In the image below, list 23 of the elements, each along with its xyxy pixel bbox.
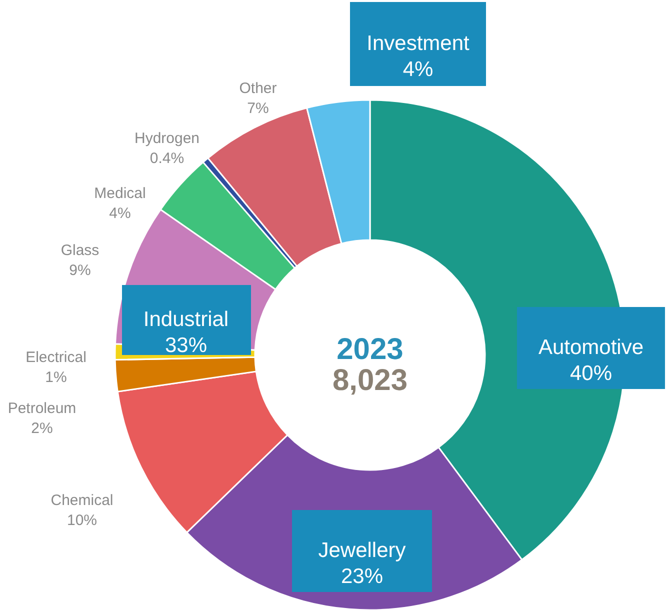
data-label: 7% — [247, 100, 269, 117]
data-label: 0.4% — [150, 150, 184, 167]
slice-label: Automotive — [538, 336, 644, 359]
slice-label: Chemical — [50, 492, 114, 509]
text: Industrial 33% — [143, 308, 229, 357]
text: 8,023 — [332, 364, 408, 397]
slice-label: Hydrogen — [134, 130, 200, 147]
slice-label: Medical — [94, 185, 146, 202]
data-label: 4% — [402, 58, 434, 81]
slice-label: Petroleum — [8, 400, 76, 417]
data-label: 23% — [340, 565, 384, 588]
data-label: 9% — [69, 262, 91, 279]
data-label: 10% — [66, 512, 98, 529]
slice-label: Investment — [366, 32, 470, 55]
text: 2023 — [336, 333, 404, 366]
data-label: 1% — [45, 369, 67, 386]
slice-label: Other — [239, 80, 277, 97]
data-label: 40% — [570, 362, 612, 385]
slice-label: Electrical — [26, 349, 86, 366]
data-label: 2% — [31, 420, 53, 437]
data-label: 4% — [109, 205, 131, 222]
slice-label: Jewellery — [318, 539, 406, 562]
slice-label: Glass — [60, 242, 100, 259]
